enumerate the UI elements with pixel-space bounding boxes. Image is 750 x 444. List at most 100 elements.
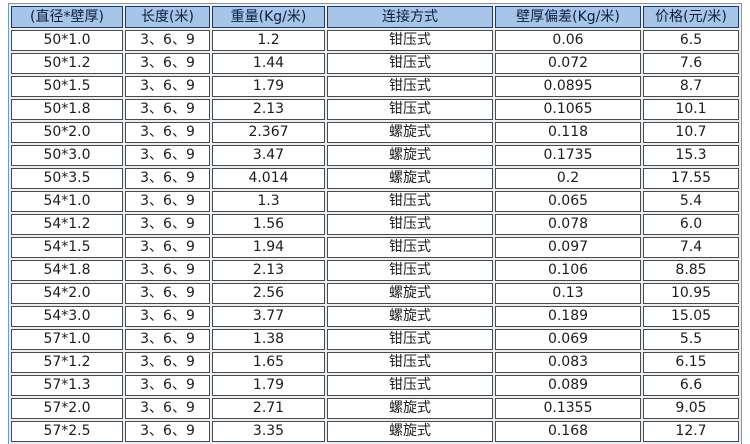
cell-connection: 钳压式 — [327, 352, 493, 373]
cell-price: 9.05 — [643, 398, 739, 419]
cell-deviation: 0.065 — [495, 191, 641, 212]
cell-weight: 1.2 — [212, 30, 325, 51]
cell-connection: 螺旋式 — [327, 283, 493, 304]
table-row: 54*3.0 3、6、9 3.77 螺旋式 0.189 15.05 — [11, 306, 739, 327]
table-row: 50*1.5 3、6、9 1.79 钳压式 0.0895 8.7 — [11, 76, 739, 97]
table-body: 50*1.0 3、6、9 1.2 钳压式 0.06 6.5 50*1.2 3、6、9 1.44 钳… — [11, 30, 739, 442]
column-header-connection: 连接方式 — [327, 6, 493, 28]
cell-weight: 2.13 — [212, 99, 325, 120]
cell-weight: 1.79 — [212, 375, 325, 396]
cell-length: 3、6、9 — [125, 122, 210, 143]
cell-price: 10.7 — [643, 122, 739, 143]
cell-weight: 3.77 — [212, 306, 325, 327]
cell-weight: 2.71 — [212, 398, 325, 419]
cell-connection: 螺旋式 — [327, 122, 493, 143]
cell-spec: 57*1.2 — [11, 352, 123, 373]
cell-spec: 54*1.5 — [11, 237, 123, 258]
cell-spec: 50*2.0 — [11, 122, 123, 143]
cell-spec: 50*3.0 — [11, 145, 123, 166]
cell-weight: 1.38 — [212, 329, 325, 350]
cell-price: 10.1 — [643, 99, 739, 120]
cell-length: 3、6、9 — [125, 214, 210, 235]
cell-spec: 54*3.0 — [11, 306, 123, 327]
table-row: 57*2.5 3、6、9 3.35 螺旋式 0.168 12.7 — [11, 421, 739, 442]
cell-price: 7.4 — [643, 237, 739, 258]
table-row: 57*1.3 3、6、9 1.79 钳压式 0.089 6.6 — [11, 375, 739, 396]
cell-deviation: 0.1065 — [495, 99, 641, 120]
cell-spec: 50*1.0 — [11, 30, 123, 51]
table-row: 54*1.8 3、6、9 2.13 钳压式 0.106 8.85 — [11, 260, 739, 281]
cell-price: 10.95 — [643, 283, 739, 304]
cell-connection: 钳压式 — [327, 53, 493, 74]
cell-connection: 螺旋式 — [327, 421, 493, 442]
cell-weight: 4.014 — [212, 168, 325, 189]
cell-connection: 钳压式 — [327, 191, 493, 212]
table-row: 50*3.0 3、6、9 3.47 螺旋式 0.1735 15.3 — [11, 145, 739, 166]
column-header-length: 长度(米) — [125, 6, 210, 28]
cell-weight: 1.44 — [212, 53, 325, 74]
cell-spec: 57*1.0 — [11, 329, 123, 350]
cell-price: 8.85 — [643, 260, 739, 281]
cell-length: 3、6、9 — [125, 191, 210, 212]
column-header-deviation: 壁厚偏差(Kg/米) — [495, 6, 641, 28]
table-row: 50*2.0 3、6、9 2.367 螺旋式 0.118 10.7 — [11, 122, 739, 143]
cell-connection: 钳压式 — [327, 76, 493, 97]
cell-connection: 螺旋式 — [327, 145, 493, 166]
cell-price: 6.5 — [643, 30, 739, 51]
cell-spec: 57*1.3 — [11, 375, 123, 396]
table-row: 54*2.0 3、6、9 2.56 螺旋式 0.13 10.95 — [11, 283, 739, 304]
cell-price: 5.4 — [643, 191, 739, 212]
cell-connection: 钳压式 — [327, 99, 493, 120]
cell-deviation: 0.118 — [495, 122, 641, 143]
cell-deviation: 0.06 — [495, 30, 641, 51]
cell-price: 17.55 — [643, 168, 739, 189]
cell-price: 7.6 — [643, 53, 739, 74]
cell-length: 3、6、9 — [125, 237, 210, 258]
cell-connection: 螺旋式 — [327, 168, 493, 189]
cell-deviation: 0.13 — [495, 283, 641, 304]
cell-price: 6.6 — [643, 375, 739, 396]
table-row: 57*2.0 3、6、9 2.71 螺旋式 0.1355 9.05 — [11, 398, 739, 419]
cell-weight: 1.79 — [212, 76, 325, 97]
cell-connection: 钳压式 — [327, 214, 493, 235]
cell-length: 3、6、9 — [125, 375, 210, 396]
cell-spec: 54*1.0 — [11, 191, 123, 212]
column-header-price: 价格(元/米) — [643, 6, 739, 28]
cell-connection: 钳压式 — [327, 30, 493, 51]
pipe-price-table: (直径*壁厚) 长度(米) 重量(Kg/米) 连接方式 壁厚偏差(Kg/米) 价格(元/米… — [8, 3, 742, 444]
table-row: 50*1.2 3、6、9 1.44 钳压式 0.072 7.6 — [11, 53, 739, 74]
table-row: 57*1.2 3、6、9 1.65 钳压式 0.083 6.15 — [11, 352, 739, 373]
cell-price: 15.05 — [643, 306, 739, 327]
cell-spec: 50*1.5 — [11, 76, 123, 97]
cell-connection: 螺旋式 — [327, 398, 493, 419]
column-header-weight: 重量(Kg/米) — [212, 6, 325, 28]
cell-connection: 钳压式 — [327, 237, 493, 258]
cell-connection: 钳压式 — [327, 260, 493, 281]
cell-length: 3、6、9 — [125, 76, 210, 97]
cell-connection: 钳压式 — [327, 375, 493, 396]
cell-weight: 2.13 — [212, 260, 325, 281]
table-row: 54*1.5 3、6、9 1.94 钳压式 0.097 7.4 — [11, 237, 739, 258]
cell-price: 12.7 — [643, 421, 739, 442]
cell-spec: 54*1.8 — [11, 260, 123, 281]
cell-length: 3、6、9 — [125, 99, 210, 120]
cell-deviation: 0.078 — [495, 214, 641, 235]
cell-weight: 3.35 — [212, 421, 325, 442]
cell-length: 3、6、9 — [125, 398, 210, 419]
cell-length: 3、6、9 — [125, 329, 210, 350]
cell-price: 6.0 — [643, 214, 739, 235]
cell-weight: 1.94 — [212, 237, 325, 258]
cell-length: 3、6、9 — [125, 421, 210, 442]
cell-deviation: 0.1355 — [495, 398, 641, 419]
cell-length: 3、6、9 — [125, 352, 210, 373]
cell-weight: 1.56 — [212, 214, 325, 235]
cell-weight: 2.56 — [212, 283, 325, 304]
cell-deviation: 0.0895 — [495, 76, 641, 97]
cell-deviation: 0.089 — [495, 375, 641, 396]
cell-length: 3、6、9 — [125, 30, 210, 51]
cell-price: 6.15 — [643, 352, 739, 373]
cell-weight: 1.65 — [212, 352, 325, 373]
cell-length: 3、6、9 — [125, 283, 210, 304]
cell-spec: 50*3.5 — [11, 168, 123, 189]
